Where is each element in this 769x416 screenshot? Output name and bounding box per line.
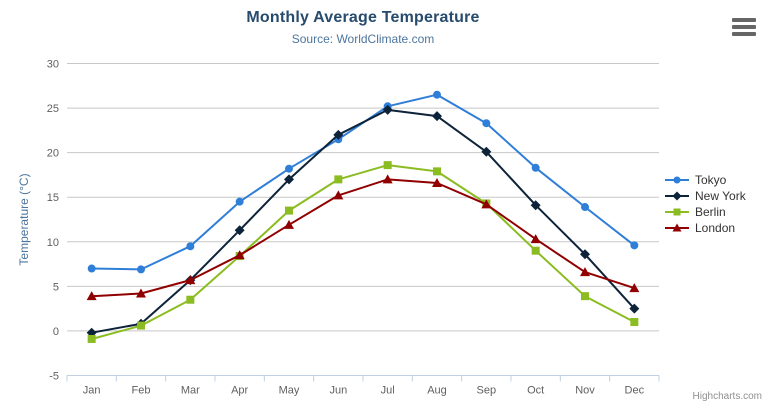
x-axis-label: Aug [427, 385, 447, 397]
series-new-york[interactable] [86, 104, 640, 338]
data-point-new-york[interactable] [530, 200, 541, 211]
chart-subtitle: Source: WorldClimate.com [291, 32, 435, 46]
y-axis-label: 5 [53, 281, 59, 293]
data-point-berlin[interactable] [334, 175, 343, 184]
y-axis-label: 30 [47, 59, 59, 71]
data-point-new-york[interactable] [382, 104, 393, 115]
diamond-marker-icon [665, 191, 689, 201]
data-point-tokyo[interactable] [186, 242, 195, 251]
legend-item-tokyo[interactable]: Tokyo [664, 172, 746, 188]
data-point-london[interactable] [382, 174, 393, 184]
data-point-berlin[interactable] [137, 321, 145, 330]
hamburger-icon [732, 18, 758, 36]
y-axis-label: 25 [47, 103, 59, 115]
data-point-tokyo[interactable] [235, 197, 244, 206]
x-axis-label: Mar [181, 385, 200, 397]
data-point-berlin[interactable] [285, 206, 293, 215]
export-menu-button[interactable] [731, 17, 759, 41]
data-point-london[interactable] [629, 283, 640, 293]
x-axis-label: Feb [132, 385, 151, 397]
data-point-berlin[interactable] [383, 161, 392, 170]
data-point-london[interactable] [530, 234, 541, 244]
legend: Tokyo New York Berlin London [664, 172, 746, 236]
y-axis-label: 0 [53, 326, 59, 338]
data-point-tokyo[interactable] [87, 264, 96, 273]
legend-label: New York [695, 189, 746, 203]
data-point-tokyo[interactable] [433, 90, 441, 99]
data-point-new-york[interactable] [629, 303, 640, 314]
data-point-london[interactable] [333, 190, 344, 200]
legend-item-new-york[interactable]: New York [664, 188, 746, 204]
x-axis-label: Oct [527, 385, 544, 397]
x-axis-label: Apr [231, 385, 248, 397]
legend-item-london[interactable]: London [664, 220, 746, 236]
data-point-london[interactable] [136, 288, 146, 298]
x-axis-label: Dec [625, 385, 645, 397]
data-point-london[interactable] [284, 219, 294, 229]
data-point-berlin[interactable] [630, 318, 639, 327]
data-point-london[interactable] [432, 177, 442, 187]
legend-item-berlin[interactable]: Berlin [664, 204, 746, 220]
data-point-berlin[interactable] [186, 295, 195, 304]
data-point-london[interactable] [234, 250, 245, 260]
data-point-new-york[interactable] [481, 146, 492, 157]
data-point-london[interactable] [86, 291, 97, 301]
data-point-berlin[interactable] [581, 292, 589, 301]
data-point-new-york[interactable] [234, 225, 245, 236]
y-axis-label: 15 [47, 192, 59, 204]
x-axis-label: Sep [477, 385, 497, 397]
triangle-marker-icon [665, 223, 689, 232]
square-marker-icon [665, 208, 689, 216]
chart-title: Monthly Average Temperature [246, 9, 480, 26]
x-axis-label: May [279, 385, 300, 397]
x-axis-label: Nov [575, 385, 595, 397]
data-point-tokyo[interactable] [581, 203, 589, 212]
data-point-tokyo[interactable] [137, 265, 145, 274]
data-point-berlin[interactable] [87, 334, 96, 343]
series-london[interactable] [86, 174, 640, 301]
y-axis-label: 10 [47, 237, 59, 249]
data-point-london[interactable] [481, 199, 492, 209]
data-point-berlin[interactable] [433, 167, 441, 176]
circle-marker-icon [665, 176, 689, 184]
data-point-london[interactable] [185, 275, 196, 285]
x-axis-label: Jan [83, 385, 101, 397]
y-axis-label: -5 [49, 371, 59, 383]
data-point-london[interactable] [580, 267, 590, 277]
data-point-tokyo[interactable] [531, 163, 540, 172]
data-point-berlin[interactable] [531, 246, 540, 255]
legend-label: London [695, 221, 736, 235]
x-axis-label: Jul [381, 385, 395, 397]
x-axis-label: Jun [329, 385, 347, 397]
data-point-new-york[interactable] [580, 249, 590, 260]
data-point-new-york[interactable] [432, 111, 442, 122]
data-point-tokyo[interactable] [630, 241, 639, 250]
data-point-new-york[interactable] [333, 129, 344, 140]
data-point-new-york[interactable] [284, 174, 294, 185]
credits-link[interactable]: Highcharts.com [692, 391, 762, 402]
legend-label: Berlin [695, 205, 726, 219]
data-point-tokyo[interactable] [285, 164, 293, 173]
series-tokyo[interactable] [87, 90, 639, 274]
data-point-tokyo[interactable] [482, 119, 491, 128]
y-axis-title: Temperature (°C) [17, 173, 31, 265]
legend-label: Tokyo [695, 173, 727, 187]
y-axis-label: 20 [47, 148, 59, 160]
